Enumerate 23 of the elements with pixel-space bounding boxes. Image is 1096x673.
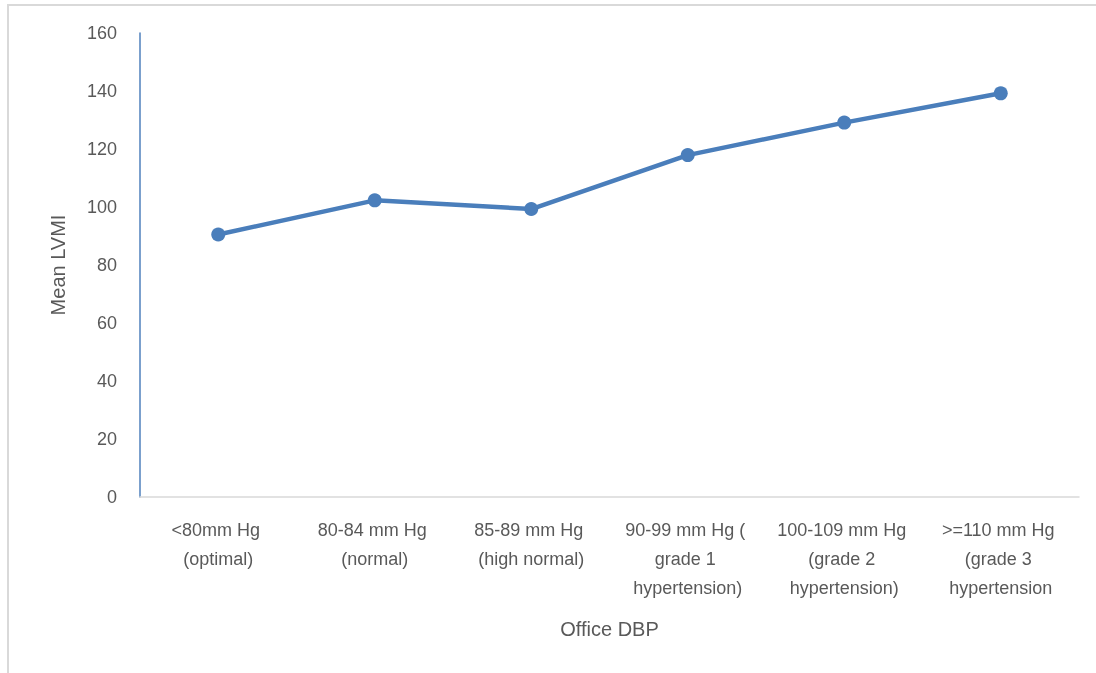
y-tick-label: 20 — [96, 429, 117, 449]
x-tick-label: 85-89 mm Hg (high normal) — [474, 519, 589, 569]
y-tick-label: 140 — [86, 81, 117, 101]
y-tick-label: 120 — [86, 139, 117, 159]
x-tick-label: 90-99 mm Hg ( grade 1 hypertension) — [625, 519, 751, 598]
point — [680, 148, 695, 163]
point — [837, 115, 852, 130]
x-tick-label: 80-84 mm Hg (normal) — [317, 519, 432, 569]
point — [524, 202, 539, 217]
y-tick-label: 60 — [96, 313, 117, 333]
y-tick-label: 0 — [106, 487, 117, 507]
point — [993, 86, 1008, 101]
x-tick-label: 100-109 mm Hg (grade 2 hypertension) — [777, 519, 912, 598]
y-tick-label: 160 — [86, 23, 117, 43]
y-axis-title: Mean LVMI — [47, 214, 69, 316]
y-tick-label: 40 — [96, 371, 117, 391]
y-tick-label: 80 — [96, 255, 117, 275]
y-tick-label: 100 — [86, 197, 117, 217]
x-tick-label: <80mm Hg (optimal) — [171, 519, 266, 569]
point — [211, 227, 226, 242]
x-tick-label: >=110 mm Hg (grade 3 hypertension — [941, 519, 1060, 598]
x-axis-title: Office DBP — [560, 618, 659, 640]
point — [367, 193, 382, 208]
